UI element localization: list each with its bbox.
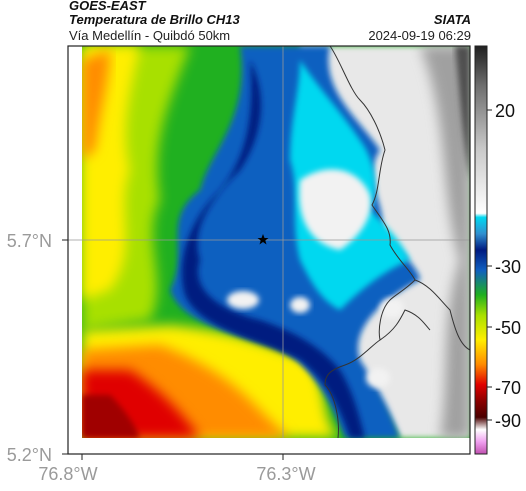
colorbar-tick-label: -90 xyxy=(495,411,521,431)
coastline xyxy=(324,45,471,439)
x-tick-label: 76.3°W xyxy=(256,464,315,484)
region-subtitle: Vía Medellín - Quibdó 50km xyxy=(69,28,231,43)
colorbar-tick-label: -70 xyxy=(495,378,521,398)
product-title: Temperatura de Brillo CH13 xyxy=(69,12,240,27)
colorbar-tick-label: -30 xyxy=(495,257,521,277)
satellite-title: GOES-EAST xyxy=(69,0,146,13)
colorbar-tick-label: -50 xyxy=(495,318,521,338)
y-tick-label: 5.7°N xyxy=(7,231,52,251)
y-tick-label: 5.2°N xyxy=(7,445,52,465)
location-star-icon xyxy=(257,234,269,245)
plot-frame xyxy=(67,45,471,455)
colorbar-tick-label: 20 xyxy=(495,101,515,121)
satellite-image xyxy=(82,46,470,438)
x-tick-label: 76.8°W xyxy=(38,464,97,484)
colorbar: 20 -30 -50 -70 -90 xyxy=(474,45,521,455)
agency-label: SIATA xyxy=(433,12,471,27)
timestamp-label: 2024-09-19 06:29 xyxy=(368,28,471,43)
